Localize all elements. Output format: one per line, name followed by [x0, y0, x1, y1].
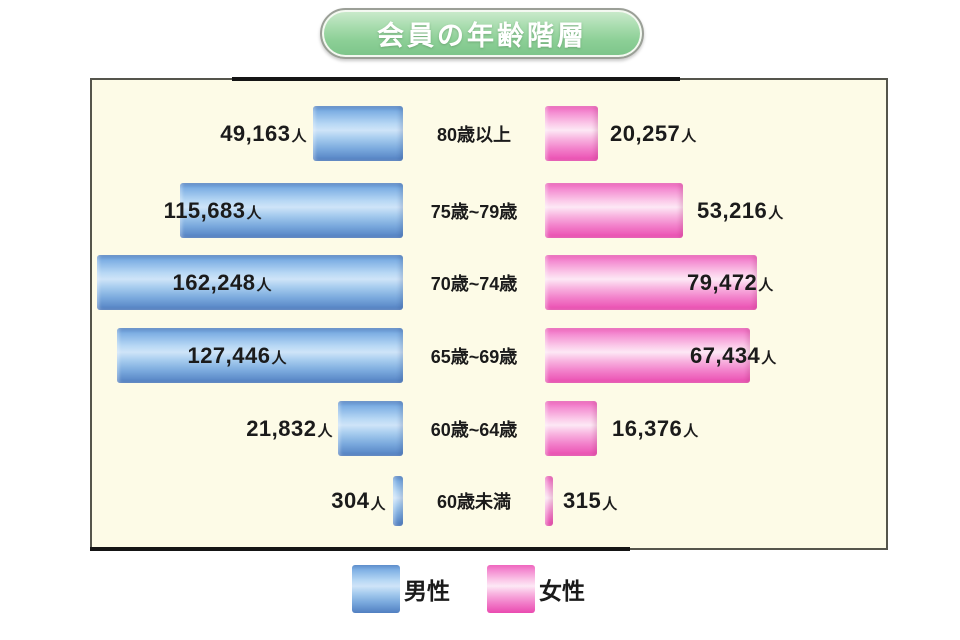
legend-female-swatch — [487, 565, 535, 613]
female-value-label: 16,376 人 — [612, 401, 699, 456]
male-bar — [338, 401, 403, 456]
unit-suffix: 人 — [256, 277, 272, 294]
pyramid-row: 304 人 60歳未満 315 人 — [92, 476, 886, 526]
age-group-label: 70歳~74歳 — [430, 273, 518, 294]
male-value-label: 49,163 人 — [220, 106, 307, 161]
panel-border-accent-top — [232, 77, 680, 81]
male-value: 304 — [331, 488, 370, 513]
female-bar — [545, 328, 750, 383]
male-bar — [117, 328, 403, 383]
pyramid-row: 49,163 人 80歳以上 20,257 人 — [92, 106, 886, 161]
unit-suffix: 人 — [758, 277, 774, 294]
female-bar — [545, 476, 553, 526]
female-value: 79,472 — [687, 269, 758, 295]
male-value: 127,446 — [187, 342, 271, 368]
pyramid-row: 115,683 人 75歳~79歳 53,216 人 — [92, 183, 886, 238]
male-value: 49,163 — [220, 120, 291, 146]
male-value: 21,832 — [246, 415, 317, 441]
chart-title: 会員の年齢階層 — [377, 21, 587, 51]
panel-border-accent-bottom — [90, 547, 630, 551]
unit-suffix: 人 — [683, 423, 699, 440]
age-group-label: 60歳~64歳 — [430, 419, 518, 440]
unit-suffix: 人 — [761, 350, 777, 367]
unit-suffix: 人 — [246, 205, 262, 222]
legend-male-swatch — [352, 565, 400, 613]
unit-suffix: 人 — [370, 495, 386, 513]
female-value-label: 20,257 人 — [610, 106, 697, 161]
chart-panel: 49,163 人 80歳以上 20,257 人 115,683 人 75歳~79歳 5… — [90, 77, 888, 551]
legend-female-label: 女性 — [539, 578, 585, 604]
age-group-label: 80歳以上 — [436, 124, 512, 145]
female-bar — [545, 183, 683, 238]
female-value: 20,257 — [610, 120, 681, 146]
age-group-label: 65歳~69歳 — [430, 346, 518, 367]
female-value: 315 — [563, 488, 602, 513]
male-bar — [180, 183, 403, 238]
male-value-label: 115,683 人 — [164, 183, 262, 238]
male-bar — [313, 106, 403, 161]
unit-suffix: 人 — [602, 495, 618, 513]
female-value-label: 315 人 — [563, 476, 618, 526]
female-value: 53,216 — [697, 197, 768, 223]
legend-male-label: 男性 — [404, 578, 450, 604]
age-group-label: 60歳未満 — [436, 492, 512, 512]
male-value-label: 162,248 人 — [172, 255, 272, 310]
age-group-label: 75歳~79歳 — [430, 201, 518, 222]
female-bar — [545, 255, 757, 310]
pyramid-row: 127,446 人 65歳~69歳 67,434 人 — [92, 328, 886, 383]
pyramid-row: 21,832 人 60歳~64歳 16,376 人 — [92, 401, 886, 456]
unit-suffix: 人 — [317, 423, 333, 440]
female-bar — [545, 401, 597, 456]
male-value-label: 127,446 人 — [187, 328, 287, 383]
female-bar — [545, 106, 598, 161]
female-value: 16,376 — [612, 415, 683, 441]
female-value-label: 53,216 人 — [697, 183, 784, 238]
female-value-label: 79,472 人 — [687, 255, 774, 310]
male-value: 162,248 — [172, 269, 256, 295]
unit-suffix: 人 — [681, 128, 697, 145]
unit-suffix: 人 — [291, 128, 307, 145]
male-bar — [97, 255, 403, 310]
male-bar — [393, 476, 403, 526]
male-value-label: 304 人 — [331, 476, 386, 526]
unit-suffix: 人 — [271, 350, 287, 367]
chart-title-pill: 会員の年齢階層 — [320, 8, 644, 59]
male-value-label: 21,832 人 — [246, 401, 333, 456]
pyramid-row: 162,248 人 70歳~74歳 79,472 人 — [92, 255, 886, 310]
unit-suffix: 人 — [768, 205, 784, 222]
male-value: 115,683 — [163, 197, 246, 223]
female-value-label: 67,434 人 — [690, 328, 777, 383]
female-value: 67,434 — [690, 342, 761, 368]
